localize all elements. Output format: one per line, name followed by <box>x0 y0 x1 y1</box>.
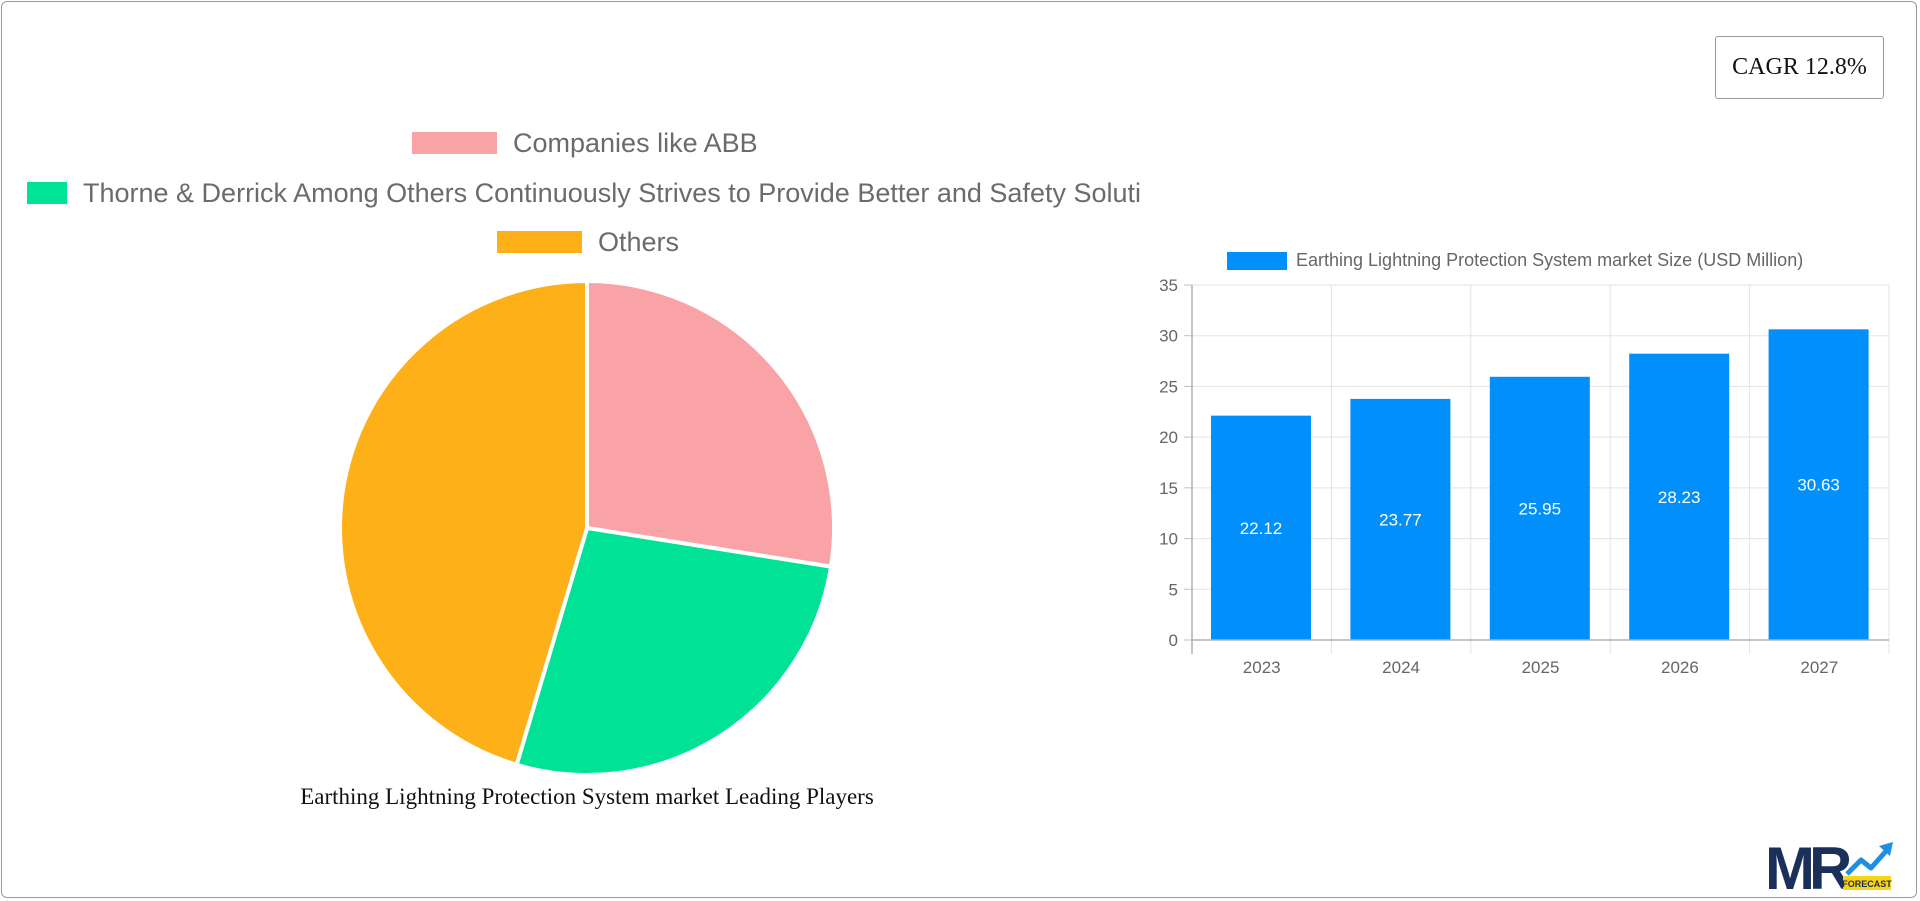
bar-legend-label: Earthing Lightning Protection System mar… <box>1296 250 1804 270</box>
bar-value-label: 22.12 <box>1240 519 1283 538</box>
legend-swatch-thorne <box>27 182 67 204</box>
cagr-label: CAGR 12.8% <box>1732 54 1867 80</box>
bar-legend-swatch <box>1227 251 1287 270</box>
cagr-badge: CAGR 12.8% <box>1715 36 1884 99</box>
y-tick-label: 35 <box>1159 276 1178 295</box>
bar-2026[interactable] <box>1629 353 1730 640</box>
bar-value-label: 25.95 <box>1519 499 1562 518</box>
y-tick-label: 25 <box>1159 377 1178 396</box>
pie-legend-item-others[interactable]: Others <box>497 224 679 260</box>
bar-value-label: 30.63 <box>1797 476 1840 495</box>
bar-2023[interactable] <box>1211 415 1311 640</box>
pie-slice[interactable] <box>514 525 834 777</box>
arrowhead-icon <box>1879 842 1893 856</box>
bar-2024[interactable] <box>1350 398 1451 640</box>
pie-slice[interactable] <box>585 278 836 569</box>
trend-arrow-icon <box>1845 848 1889 876</box>
pie-legend-item-abb[interactable]: Companies like ABB <box>412 125 758 161</box>
pie-legend-item-thorne-clip: Thorne & Derrick Among Others Continuous… <box>0 170 1148 216</box>
legend-label-abb: Companies like ABB <box>513 127 758 158</box>
legend-label-others: Others <box>598 226 680 257</box>
y-tick-label: 20 <box>1159 428 1178 447</box>
legend-swatch-abb <box>412 132 497 154</box>
pie-caption: Earthing Lightning Protection System mar… <box>300 784 874 809</box>
y-tick-label: 5 <box>1169 580 1178 599</box>
x-tick-label: 2024 <box>1382 658 1420 677</box>
bar-2027[interactable] <box>1768 329 1869 640</box>
pie-legend-item-thorne[interactable]: Thorne & Derrick Among Others Continuous… <box>27 175 1141 211</box>
pie-slice[interactable] <box>338 278 589 768</box>
y-tick-label: 0 <box>1169 631 1178 650</box>
forecast-badge-label: FORECAST <box>1842 879 1892 889</box>
legend-label-thorne: Thorne & Derrick Among Others Continuous… <box>83 177 1141 208</box>
y-tick-label: 10 <box>1159 530 1178 549</box>
bar-value-label: 28.23 <box>1658 488 1701 507</box>
y-tick-label: 15 <box>1159 479 1178 498</box>
bar-2025[interactable] <box>1489 376 1590 640</box>
bar-legend-item[interactable]: Earthing Lightning Protection System mar… <box>1227 250 1803 271</box>
legend-swatch-others <box>497 231 582 253</box>
x-tick-label: 2023 <box>1243 658 1281 677</box>
bar-value-label: 23.77 <box>1379 510 1422 529</box>
mr-forecast-logo: MR FORECAST <box>1765 840 1893 892</box>
x-tick-label: 2025 <box>1522 658 1560 677</box>
x-tick-label: 2026 <box>1661 658 1699 677</box>
logo-mr-text: MR <box>1765 840 1852 892</box>
y-tick-label: 30 <box>1159 327 1178 346</box>
x-tick-label: 2027 <box>1800 658 1838 677</box>
forecast-badge <box>1843 876 1891 890</box>
